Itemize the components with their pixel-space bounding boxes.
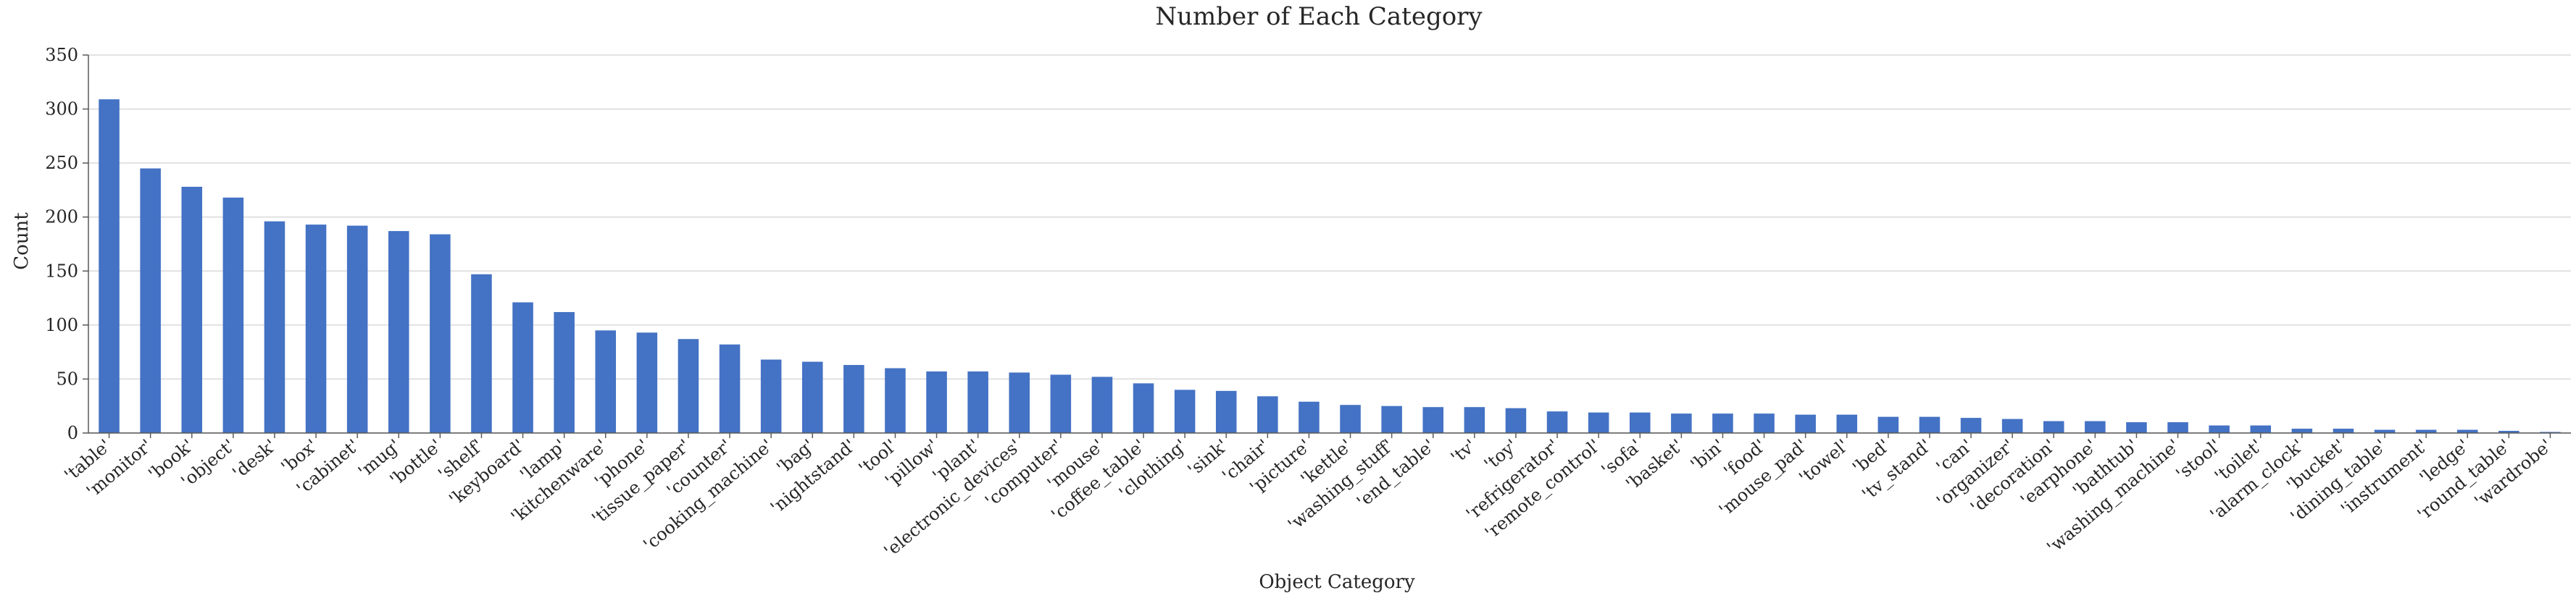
bar bbox=[1174, 390, 1196, 433]
bar bbox=[181, 186, 203, 433]
bar bbox=[1546, 411, 1568, 433]
bar bbox=[843, 365, 864, 433]
x-axis-label: Object Category bbox=[1259, 571, 1415, 593]
bar bbox=[967, 371, 988, 433]
gridlines bbox=[88, 54, 2571, 434]
bar bbox=[885, 368, 906, 433]
bar bbox=[264, 221, 285, 433]
bar bbox=[1836, 414, 1858, 433]
bar bbox=[2085, 421, 2106, 433]
y-axis-label: Count bbox=[11, 212, 33, 270]
bar bbox=[512, 302, 533, 433]
bar bbox=[801, 361, 823, 433]
bar bbox=[388, 231, 409, 433]
y-tick-label: 250 bbox=[45, 153, 78, 173]
chart-title: Number of Each Category bbox=[1155, 2, 1483, 31]
bar bbox=[2415, 429, 2437, 433]
bar bbox=[1629, 412, 1651, 433]
bar bbox=[99, 99, 120, 434]
bar bbox=[1422, 407, 1444, 433]
bar bbox=[595, 330, 617, 433]
bar bbox=[2333, 429, 2354, 433]
bars bbox=[99, 99, 2561, 434]
y-tick-label: 350 bbox=[45, 45, 78, 65]
bar bbox=[678, 339, 699, 433]
bar bbox=[2126, 422, 2147, 433]
bar bbox=[222, 197, 244, 433]
y-tick-label: 50 bbox=[56, 369, 78, 389]
bar bbox=[1754, 413, 1775, 433]
bar bbox=[1299, 401, 1320, 433]
y-tick-label: 0 bbox=[67, 423, 78, 443]
bar bbox=[346, 225, 368, 433]
x-tick-label: 'desk' bbox=[228, 435, 280, 483]
bar bbox=[1381, 405, 1402, 433]
y-tick-label: 200 bbox=[45, 207, 78, 227]
bar bbox=[1877, 416, 1899, 433]
bar bbox=[1215, 390, 1237, 433]
bar bbox=[1919, 416, 1941, 433]
bar bbox=[1960, 418, 1982, 433]
bar bbox=[1505, 408, 1527, 433]
bar bbox=[1671, 413, 1692, 433]
bar bbox=[2374, 429, 2396, 433]
bar bbox=[2291, 429, 2313, 433]
axes: 050100150200250300350'table''monitor''bo… bbox=[45, 45, 2571, 561]
bar bbox=[1795, 414, 1816, 433]
bar bbox=[926, 371, 947, 433]
bar bbox=[140, 168, 161, 433]
bar bbox=[1257, 396, 1278, 433]
bar bbox=[1050, 374, 1072, 433]
bar bbox=[1340, 405, 1361, 433]
bar bbox=[1712, 413, 1733, 433]
bar bbox=[2498, 431, 2519, 433]
bar bbox=[2209, 425, 2230, 433]
y-tick-label: 150 bbox=[45, 261, 78, 281]
bar bbox=[2043, 421, 2064, 433]
bar bbox=[554, 311, 575, 433]
bar bbox=[760, 359, 782, 433]
x-tick-label: 'tv' bbox=[1447, 435, 1480, 468]
bar bbox=[430, 234, 451, 433]
bar bbox=[636, 332, 658, 433]
bar bbox=[1464, 407, 1485, 433]
bar bbox=[1091, 377, 1113, 433]
bar bbox=[1588, 412, 1609, 433]
bar bbox=[2250, 425, 2272, 433]
bar bbox=[471, 274, 492, 433]
bar bbox=[2001, 419, 2023, 433]
bar bbox=[719, 344, 741, 433]
bar bbox=[2456, 429, 2478, 433]
bar bbox=[305, 224, 327, 433]
bar bbox=[1009, 372, 1030, 433]
bar bbox=[1133, 383, 1154, 433]
y-tick-label: 100 bbox=[45, 315, 78, 335]
y-tick-label: 300 bbox=[45, 99, 78, 119]
bar bbox=[2167, 422, 2188, 433]
